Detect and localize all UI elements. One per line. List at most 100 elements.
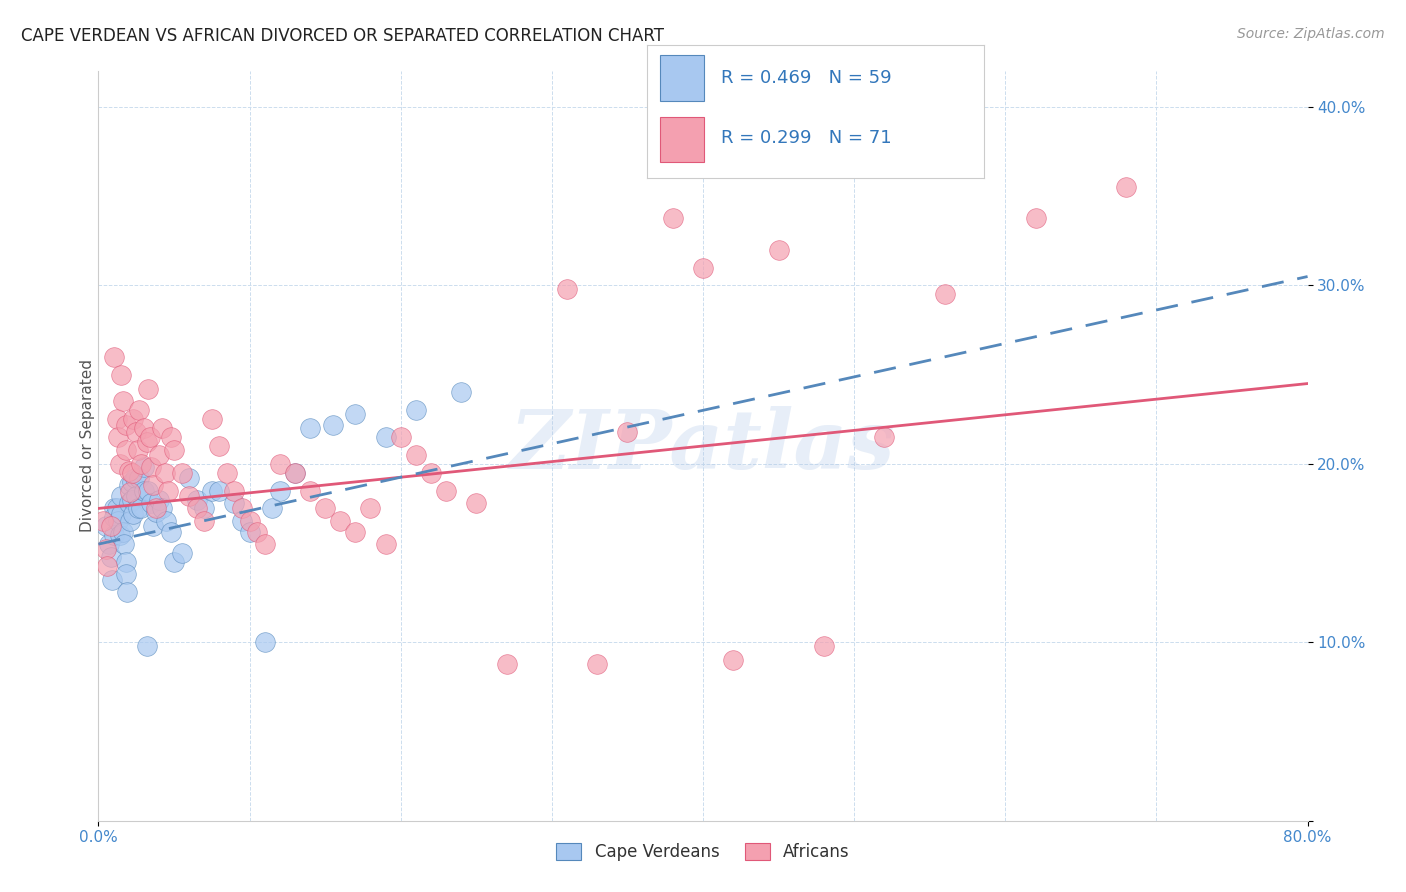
Point <box>105 501 128 516</box>
Point <box>405 403 427 417</box>
Point <box>186 501 208 516</box>
Point <box>114 567 136 582</box>
Point <box>208 439 231 453</box>
Point <box>163 442 186 457</box>
Point <box>224 496 246 510</box>
Point <box>128 471 150 485</box>
Point <box>121 492 143 507</box>
Text: R = 0.299   N = 71: R = 0.299 N = 71 <box>721 129 891 147</box>
Point <box>150 421 173 435</box>
Point <box>132 460 155 475</box>
Point <box>132 421 155 435</box>
Point <box>193 514 215 528</box>
Point <box>934 287 956 301</box>
Point <box>141 460 163 475</box>
Point <box>465 496 488 510</box>
Point <box>108 457 131 471</box>
Point <box>115 585 138 599</box>
Y-axis label: Divorced or Separated: Divorced or Separated <box>80 359 94 533</box>
Point <box>142 519 165 533</box>
Point <box>114 417 136 432</box>
Point <box>661 211 683 225</box>
Point <box>132 483 155 498</box>
Point <box>389 430 412 444</box>
Point <box>145 505 167 519</box>
Point <box>224 483 246 498</box>
Point <box>103 510 125 524</box>
Point <box>100 519 122 533</box>
Point <box>139 430 162 444</box>
Point <box>118 478 141 492</box>
Point <box>129 457 152 471</box>
Point <box>121 466 143 480</box>
Point <box>170 546 193 560</box>
Point <box>1115 180 1137 194</box>
Point <box>163 555 186 569</box>
Point <box>246 524 269 539</box>
Point <box>120 514 142 528</box>
Point <box>813 639 835 653</box>
Point <box>253 635 276 649</box>
Point <box>127 501 149 516</box>
Point <box>111 524 134 539</box>
Point <box>108 528 131 542</box>
Point <box>91 514 114 528</box>
Legend: Cape Verdeans, Africans: Cape Verdeans, Africans <box>557 843 849 861</box>
Point <box>723 653 745 667</box>
Text: R = 0.469   N = 59: R = 0.469 N = 59 <box>721 69 891 87</box>
Point <box>111 394 134 409</box>
Point <box>114 442 136 457</box>
Point <box>110 489 132 503</box>
Point <box>284 466 307 480</box>
Point <box>135 639 157 653</box>
Point <box>156 483 179 498</box>
Point <box>136 382 159 396</box>
Text: Source: ZipAtlas.com: Source: ZipAtlas.com <box>1237 27 1385 41</box>
Point <box>150 501 173 516</box>
Point <box>125 425 148 439</box>
Point <box>145 501 167 516</box>
Point <box>586 657 609 671</box>
Point <box>96 558 118 573</box>
Point <box>128 403 150 417</box>
Point <box>94 542 117 557</box>
Point <box>148 448 170 462</box>
Point <box>768 243 790 257</box>
Point <box>186 492 208 507</box>
Point <box>122 507 145 521</box>
Point <box>1024 211 1046 225</box>
Point <box>215 466 238 480</box>
Point <box>284 466 307 480</box>
Point <box>329 514 352 528</box>
Point <box>179 489 201 503</box>
Point <box>122 412 145 426</box>
Point <box>114 555 136 569</box>
Point <box>153 466 176 480</box>
Point <box>495 657 517 671</box>
Point <box>262 501 284 516</box>
Point <box>344 524 367 539</box>
Point <box>269 483 291 498</box>
Point <box>142 478 165 492</box>
Point <box>136 483 159 498</box>
Point <box>112 537 135 551</box>
Point <box>253 537 276 551</box>
Point <box>374 430 396 444</box>
Point <box>110 507 132 521</box>
Point <box>127 442 149 457</box>
Point <box>374 537 396 551</box>
Point <box>322 417 344 432</box>
Point <box>125 489 148 503</box>
Point <box>208 483 231 498</box>
Point <box>135 435 157 450</box>
Point <box>160 430 183 444</box>
Point <box>555 282 578 296</box>
Point <box>405 448 427 462</box>
Point <box>129 501 152 516</box>
Bar <box>661 55 704 101</box>
Point <box>103 501 125 516</box>
Point <box>344 407 367 421</box>
Point <box>98 537 121 551</box>
Point <box>148 492 170 507</box>
Point <box>201 412 224 426</box>
